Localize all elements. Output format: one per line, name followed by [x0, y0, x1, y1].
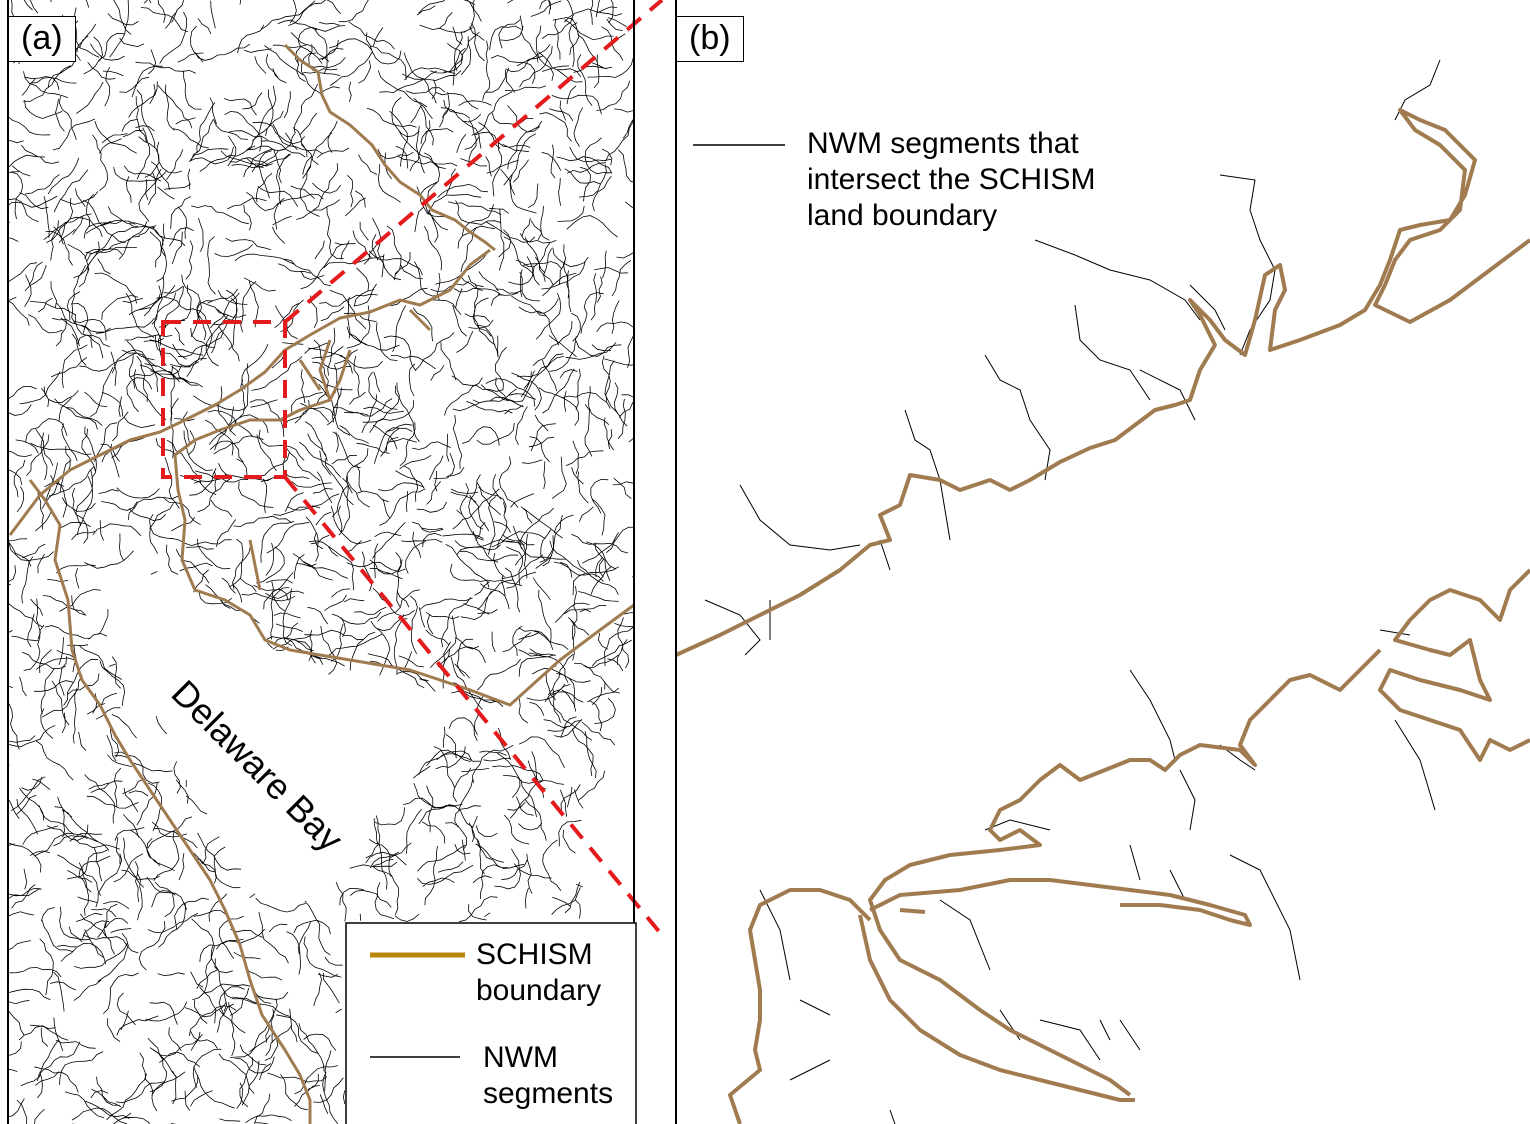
schism-boundary	[676, 110, 1530, 1124]
boundary-line	[730, 890, 1135, 1124]
boundary-line	[870, 880, 1250, 925]
legend-label: SCHISM boundary	[476, 937, 626, 1009]
map-canvas	[0, 0, 1530, 1124]
figure: (a) (b) Delaware Bay SCHISM boundary NWM…	[0, 0, 1530, 1124]
legend-label: NWM segments	[483, 1040, 633, 1112]
panel-label: (a)	[8, 16, 76, 62]
panel-label: (b)	[676, 16, 744, 62]
legend-label: NWM segments that intersect the SCHISM l…	[807, 126, 1147, 234]
